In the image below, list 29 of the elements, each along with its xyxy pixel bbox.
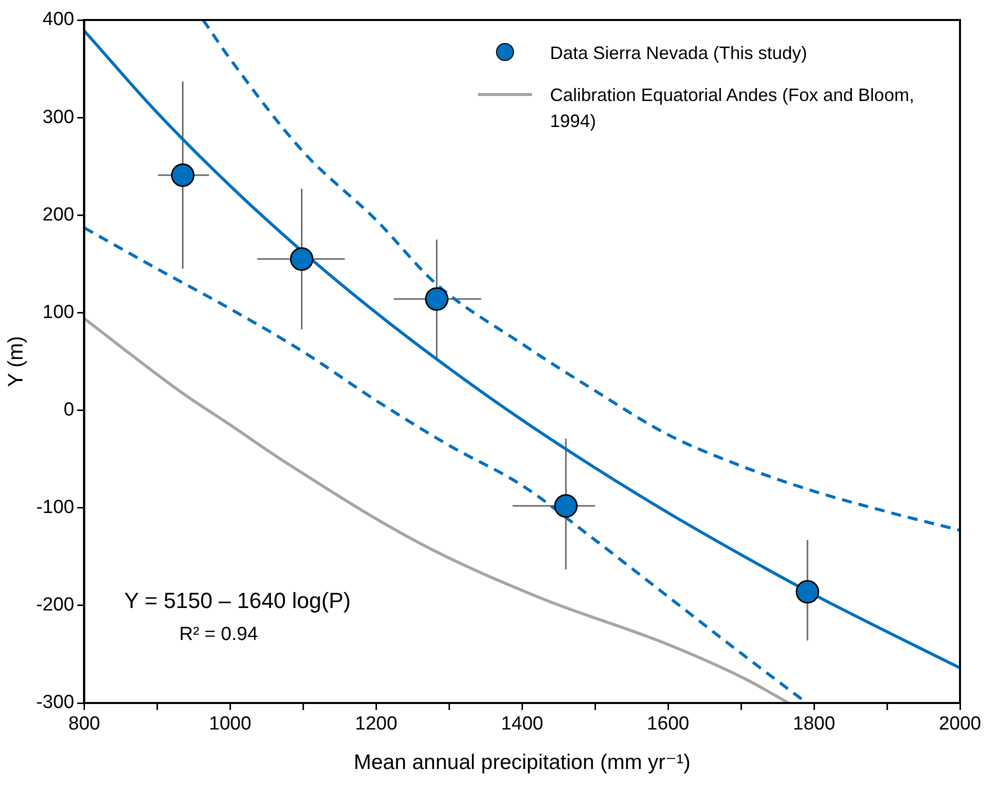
x-tick-label: 800 xyxy=(68,714,100,735)
y-tick-label: 400 xyxy=(42,9,74,30)
x-tick-label: 1000 xyxy=(209,714,252,735)
x-tick-label: 2000 xyxy=(938,714,982,735)
legend-label: Calibration Equatorial Andes (Fox and Bloom, 1994) xyxy=(550,84,916,133)
x-tick-label: 1400 xyxy=(500,714,544,735)
line-series xyxy=(84,29,960,670)
annotation: Y = 5150 – 1640 log(P) xyxy=(124,588,351,613)
line-series xyxy=(84,317,790,703)
point xyxy=(554,494,578,518)
point xyxy=(171,163,194,187)
y-tick-label: 100 xyxy=(42,302,74,323)
point xyxy=(424,287,448,311)
y-axis-title: Y (m) xyxy=(4,336,28,387)
y-tick-label: -100 xyxy=(36,497,74,518)
point xyxy=(796,580,820,604)
x-tick-label: 1800 xyxy=(792,714,836,735)
point xyxy=(290,247,314,271)
x-axis-title: Mean annual precipitation (mm yr⁻¹) xyxy=(354,751,690,774)
y-tick-label: 300 xyxy=(42,106,74,128)
y-tick-label: -300 xyxy=(36,692,74,714)
x-tick-label: 1200 xyxy=(355,714,398,735)
line-series xyxy=(202,20,960,532)
legend-label: Data Sierra Nevada (This study) xyxy=(550,42,808,65)
annotation: R² = 0.94 xyxy=(179,624,258,645)
y-tick-label: -200 xyxy=(36,594,74,616)
y-tick-label: 0 xyxy=(64,400,74,421)
y-tick-label: 200 xyxy=(42,204,74,226)
x-tick-label: 1600 xyxy=(646,714,690,735)
